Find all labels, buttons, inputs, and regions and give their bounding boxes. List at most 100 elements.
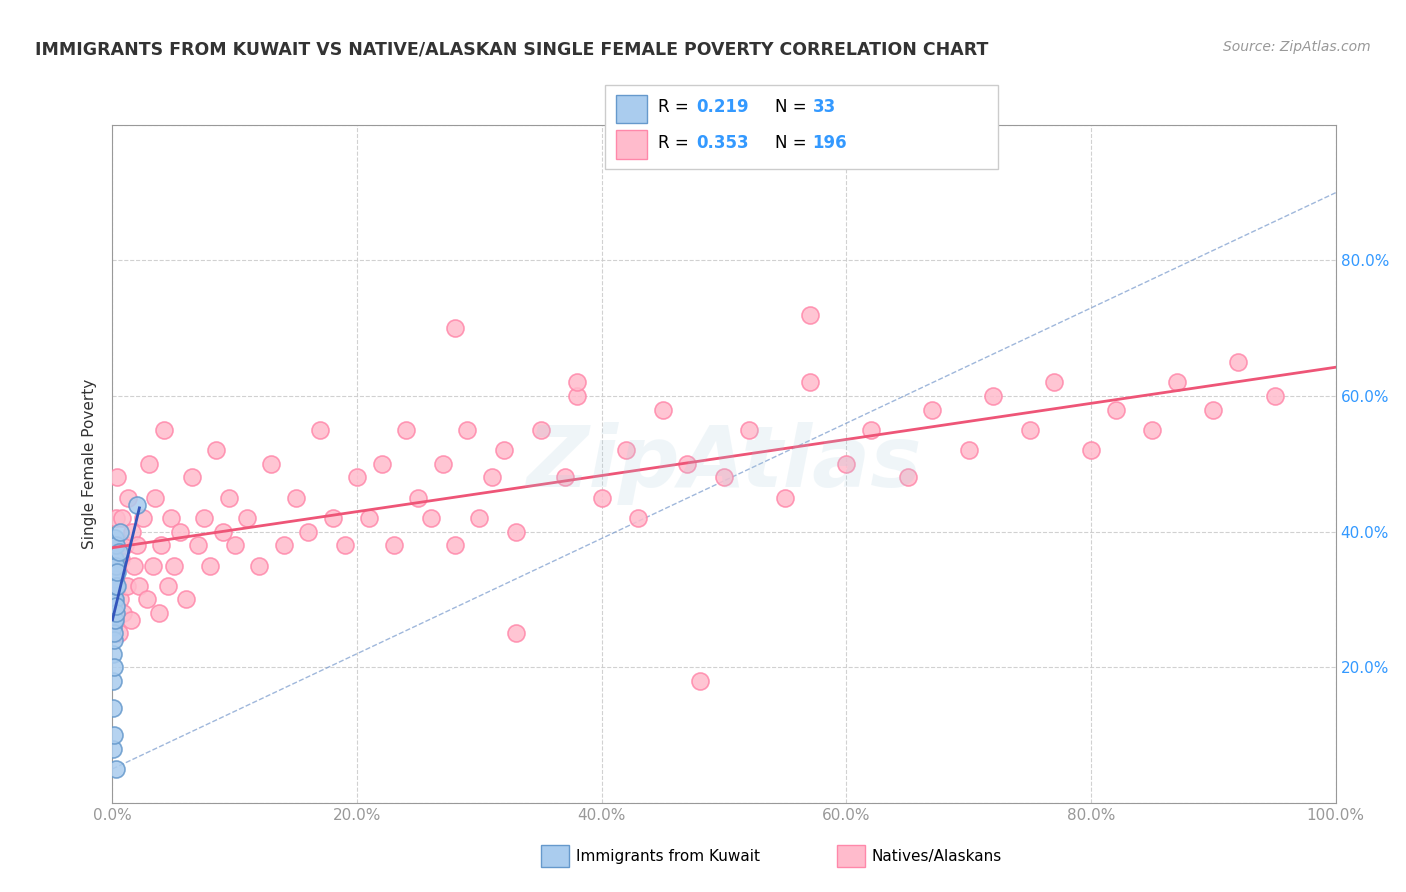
- Text: 196: 196: [813, 134, 848, 152]
- Point: [108, 524, 131, 539]
- Point: [103, 728, 125, 742]
- Point: [104, 613, 127, 627]
- Point: [110, 551, 132, 566]
- Point: [835, 457, 858, 471]
- Point: [160, 511, 183, 525]
- Point: [1018, 423, 1040, 437]
- Point: [114, 538, 136, 552]
- Point: [169, 524, 191, 539]
- Point: [101, 701, 124, 715]
- Point: [382, 538, 405, 552]
- Point: [128, 579, 150, 593]
- Point: [432, 457, 454, 471]
- Point: [957, 443, 980, 458]
- Text: N =: N =: [775, 98, 811, 116]
- Point: [105, 538, 128, 552]
- Point: [181, 470, 204, 484]
- Point: [444, 538, 467, 552]
- Point: [309, 423, 332, 437]
- Point: [103, 566, 125, 580]
- Point: [737, 423, 759, 437]
- Point: [104, 606, 127, 620]
- Point: [333, 538, 356, 552]
- Point: [187, 538, 209, 552]
- Point: [370, 457, 392, 471]
- Point: [1043, 376, 1066, 390]
- Point: [492, 443, 515, 458]
- Point: [104, 592, 127, 607]
- Point: [120, 613, 142, 627]
- Point: [143, 491, 166, 505]
- Point: [138, 457, 160, 471]
- Point: [103, 592, 125, 607]
- Point: [108, 592, 131, 607]
- Point: [104, 551, 127, 566]
- Text: N =: N =: [775, 134, 811, 152]
- Point: [150, 538, 173, 552]
- Point: [153, 423, 176, 437]
- Point: [591, 491, 613, 505]
- Point: [1264, 389, 1286, 403]
- Point: [104, 538, 127, 552]
- Point: [1166, 376, 1188, 390]
- Point: [103, 538, 125, 552]
- Text: R =: R =: [658, 98, 695, 116]
- Point: [117, 491, 139, 505]
- Point: [456, 423, 478, 437]
- Point: [103, 606, 125, 620]
- Point: [103, 613, 125, 627]
- Point: [359, 511, 381, 525]
- Point: [105, 511, 128, 525]
- Point: [775, 491, 797, 505]
- Point: [205, 443, 228, 458]
- Point: [103, 566, 125, 580]
- Point: [322, 511, 344, 525]
- Point: [103, 633, 125, 648]
- Point: [897, 470, 920, 484]
- Point: [567, 376, 589, 390]
- Point: [121, 524, 143, 539]
- Point: [505, 524, 527, 539]
- Point: [224, 538, 246, 552]
- Text: Natives/Alaskans: Natives/Alaskans: [872, 849, 1002, 863]
- Point: [247, 558, 270, 573]
- Point: [1142, 423, 1164, 437]
- Point: [105, 470, 128, 484]
- Point: [236, 511, 259, 525]
- Point: [105, 579, 128, 593]
- Point: [193, 511, 215, 525]
- Point: [103, 558, 125, 573]
- Point: [135, 592, 157, 607]
- Point: [529, 423, 551, 437]
- Point: [981, 389, 1004, 403]
- Point: [142, 558, 165, 573]
- Point: [148, 606, 170, 620]
- Point: [614, 443, 637, 458]
- Point: [859, 423, 882, 437]
- Point: [713, 470, 735, 484]
- Point: [174, 592, 197, 607]
- Point: [107, 545, 129, 559]
- Point: [125, 538, 148, 552]
- Point: [125, 498, 148, 512]
- Point: [103, 660, 125, 674]
- Text: R =: R =: [658, 134, 695, 152]
- Text: Source: ZipAtlas.com: Source: ZipAtlas.com: [1223, 40, 1371, 54]
- Point: [297, 524, 319, 539]
- Point: [101, 647, 124, 661]
- Text: 0.219: 0.219: [696, 98, 748, 116]
- Point: [567, 389, 589, 403]
- Point: [481, 470, 503, 484]
- Point: [273, 538, 295, 552]
- Point: [211, 524, 233, 539]
- Point: [101, 741, 124, 756]
- Point: [200, 558, 222, 573]
- Point: [103, 592, 125, 607]
- Text: 33: 33: [813, 98, 837, 116]
- Point: [676, 457, 699, 471]
- Point: [101, 579, 124, 593]
- Point: [101, 619, 124, 633]
- Point: [103, 579, 125, 593]
- Point: [1104, 402, 1126, 417]
- Point: [156, 579, 179, 593]
